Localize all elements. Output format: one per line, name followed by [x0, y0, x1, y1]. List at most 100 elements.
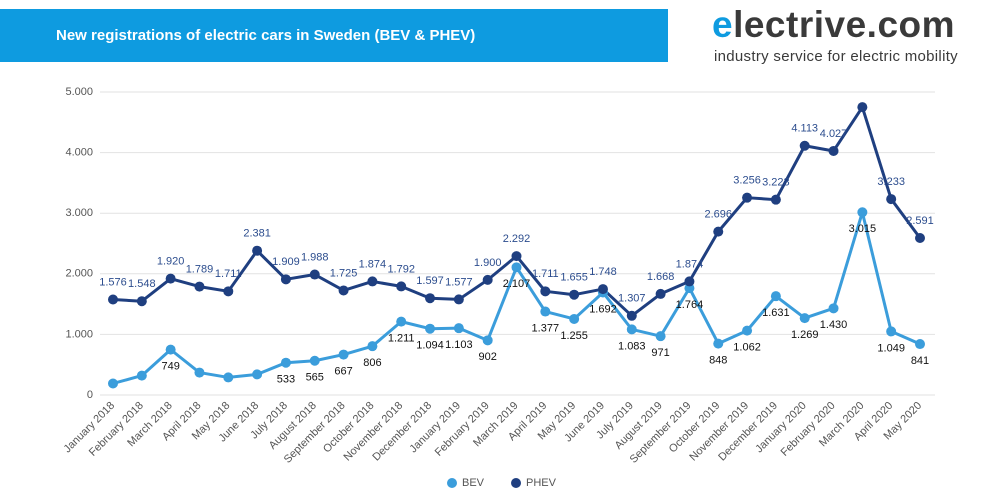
data-label: 1.377	[532, 322, 560, 334]
data-point	[338, 285, 349, 296]
data-label: 1.255	[560, 330, 588, 342]
data-label: 1.631	[762, 307, 790, 319]
data-point	[597, 284, 608, 295]
legend-label: PHEV	[526, 477, 557, 489]
data-point	[367, 341, 378, 352]
data-label: 1.900	[474, 257, 502, 269]
data-label: 2.381	[243, 228, 271, 240]
data-label: 4.113	[791, 123, 818, 135]
data-point	[453, 323, 464, 334]
data-point	[857, 207, 868, 218]
data-point	[626, 310, 637, 321]
data-label: 848	[709, 355, 727, 367]
data-label: 971	[651, 347, 669, 359]
data-label: 1.874	[359, 258, 387, 270]
legend-label: BEV	[462, 477, 485, 489]
data-point	[626, 324, 637, 335]
data-point	[742, 192, 753, 203]
data-label: 1.211	[388, 333, 415, 345]
data-point	[453, 294, 464, 305]
brand-logo: electrive.com	[712, 4, 956, 45]
data-label: 1.789	[186, 263, 214, 275]
data-point	[915, 339, 925, 350]
data-label: 1.548	[128, 278, 156, 290]
data-point	[165, 344, 176, 355]
data-point	[770, 291, 781, 302]
data-point	[655, 331, 666, 342]
data-label: 3.256	[733, 175, 761, 187]
data-point	[108, 378, 118, 389]
data-label: 2.107	[503, 278, 531, 290]
data-label: 1.430	[820, 319, 848, 331]
y-tick-label: 1.000	[65, 328, 93, 340]
y-tick-label: 3.000	[65, 207, 93, 219]
data-point	[367, 276, 378, 287]
y-tick-label: 2.000	[65, 268, 93, 280]
data-label: 3.223	[762, 177, 790, 189]
data-label: 1.874	[676, 258, 704, 270]
y-tick-label: 5.000	[65, 86, 93, 98]
data-label: 1.711	[532, 268, 559, 280]
data-point	[108, 294, 118, 305]
data-label: 533	[277, 374, 295, 386]
data-label: 1.307	[618, 293, 646, 305]
data-point	[194, 281, 205, 292]
legend-swatch	[447, 478, 457, 488]
data-label: 1.577	[445, 276, 473, 288]
data-point	[396, 316, 407, 327]
data-point	[799, 313, 810, 324]
data-point	[252, 369, 263, 380]
data-label: 1.049	[877, 342, 905, 354]
data-point	[828, 303, 839, 314]
data-point	[655, 288, 666, 299]
data-label: 806	[363, 357, 381, 369]
data-point	[569, 289, 580, 300]
data-point	[396, 281, 407, 292]
data-point	[713, 338, 724, 349]
data-point	[482, 274, 493, 285]
y-tick-label: 0	[87, 389, 93, 401]
data-point	[223, 286, 234, 297]
data-label: 749	[161, 361, 179, 373]
data-label: 1.725	[330, 267, 358, 279]
data-point	[280, 274, 291, 285]
data-point	[309, 269, 320, 280]
data-label: 2.591	[906, 215, 934, 227]
data-point	[569, 313, 580, 324]
data-point	[309, 355, 320, 366]
data-point	[425, 323, 436, 334]
y-tick-label: 4.000	[65, 147, 93, 159]
data-point	[540, 286, 551, 297]
data-label: 1.576	[99, 276, 127, 288]
data-point	[828, 145, 839, 156]
data-point	[770, 194, 781, 205]
data-label: 1.668	[647, 271, 675, 283]
data-point	[425, 293, 436, 304]
data-point	[886, 194, 897, 205]
data-label: 902	[478, 351, 496, 363]
data-label: 3.015	[849, 223, 877, 235]
data-point	[223, 372, 234, 383]
data-point	[857, 102, 868, 113]
data-label: 1.711	[215, 268, 242, 280]
chart-title: New registrations of electric cars in Sw…	[56, 27, 476, 44]
data-label: 3.233	[877, 176, 905, 188]
data-point	[713, 226, 724, 237]
brand-tagline: industry service for electric mobility	[714, 48, 958, 65]
data-point	[540, 306, 551, 317]
legend-swatch	[511, 478, 522, 488]
data-point	[136, 370, 147, 381]
data-label: 1.655	[560, 272, 588, 284]
data-point	[280, 357, 291, 368]
data-point	[742, 325, 753, 336]
data-label: 1.062	[733, 342, 761, 354]
data-label: 1.748	[589, 266, 617, 278]
data-label: 1.094	[416, 340, 444, 352]
data-label: 1.764	[676, 299, 704, 311]
data-point	[886, 326, 897, 337]
data-point	[136, 296, 147, 307]
data-point	[194, 367, 205, 378]
data-label: 841	[911, 355, 929, 367]
data-label: 667	[334, 365, 352, 377]
